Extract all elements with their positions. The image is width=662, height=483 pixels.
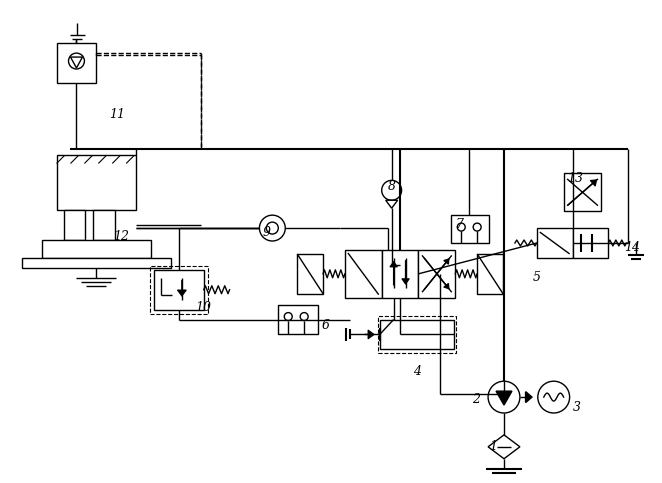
Bar <box>382 250 418 298</box>
Bar <box>573 228 608 258</box>
Text: 12: 12 <box>113 229 129 242</box>
Text: 9: 9 <box>262 226 270 239</box>
Polygon shape <box>488 435 520 459</box>
Circle shape <box>284 313 292 321</box>
Circle shape <box>457 223 465 231</box>
Text: 7: 7 <box>455 218 463 230</box>
Circle shape <box>382 180 402 200</box>
Bar <box>93 210 115 240</box>
Circle shape <box>473 223 481 231</box>
Text: 3: 3 <box>573 400 581 413</box>
Text: 4: 4 <box>414 365 422 378</box>
Circle shape <box>266 222 278 234</box>
Polygon shape <box>386 200 398 208</box>
Bar <box>64 210 85 240</box>
Bar <box>154 270 204 310</box>
Bar <box>42 240 151 258</box>
Circle shape <box>538 381 569 413</box>
Bar <box>451 215 489 243</box>
Bar <box>418 250 455 298</box>
Bar <box>537 228 573 258</box>
Text: 8: 8 <box>388 180 396 193</box>
Bar <box>56 156 136 210</box>
Text: 13: 13 <box>567 172 583 185</box>
Bar <box>378 315 456 354</box>
Bar <box>150 266 208 313</box>
Circle shape <box>488 381 520 413</box>
Bar <box>380 320 454 349</box>
Text: 6: 6 <box>322 319 330 332</box>
Circle shape <box>69 53 85 69</box>
Polygon shape <box>71 57 83 68</box>
Text: 11: 11 <box>109 108 125 121</box>
Bar <box>477 254 503 294</box>
Text: 5: 5 <box>533 271 541 284</box>
Text: 14: 14 <box>624 242 640 255</box>
Circle shape <box>300 313 308 321</box>
Bar <box>345 250 382 298</box>
Text: 10: 10 <box>195 301 211 314</box>
Circle shape <box>260 215 285 241</box>
Text: 2: 2 <box>472 393 480 406</box>
Text: 1: 1 <box>489 440 497 454</box>
Bar <box>278 305 318 334</box>
Bar <box>56 43 97 83</box>
Polygon shape <box>496 391 512 405</box>
Bar <box>297 254 323 294</box>
Bar <box>22 258 171 268</box>
Bar <box>563 173 602 211</box>
